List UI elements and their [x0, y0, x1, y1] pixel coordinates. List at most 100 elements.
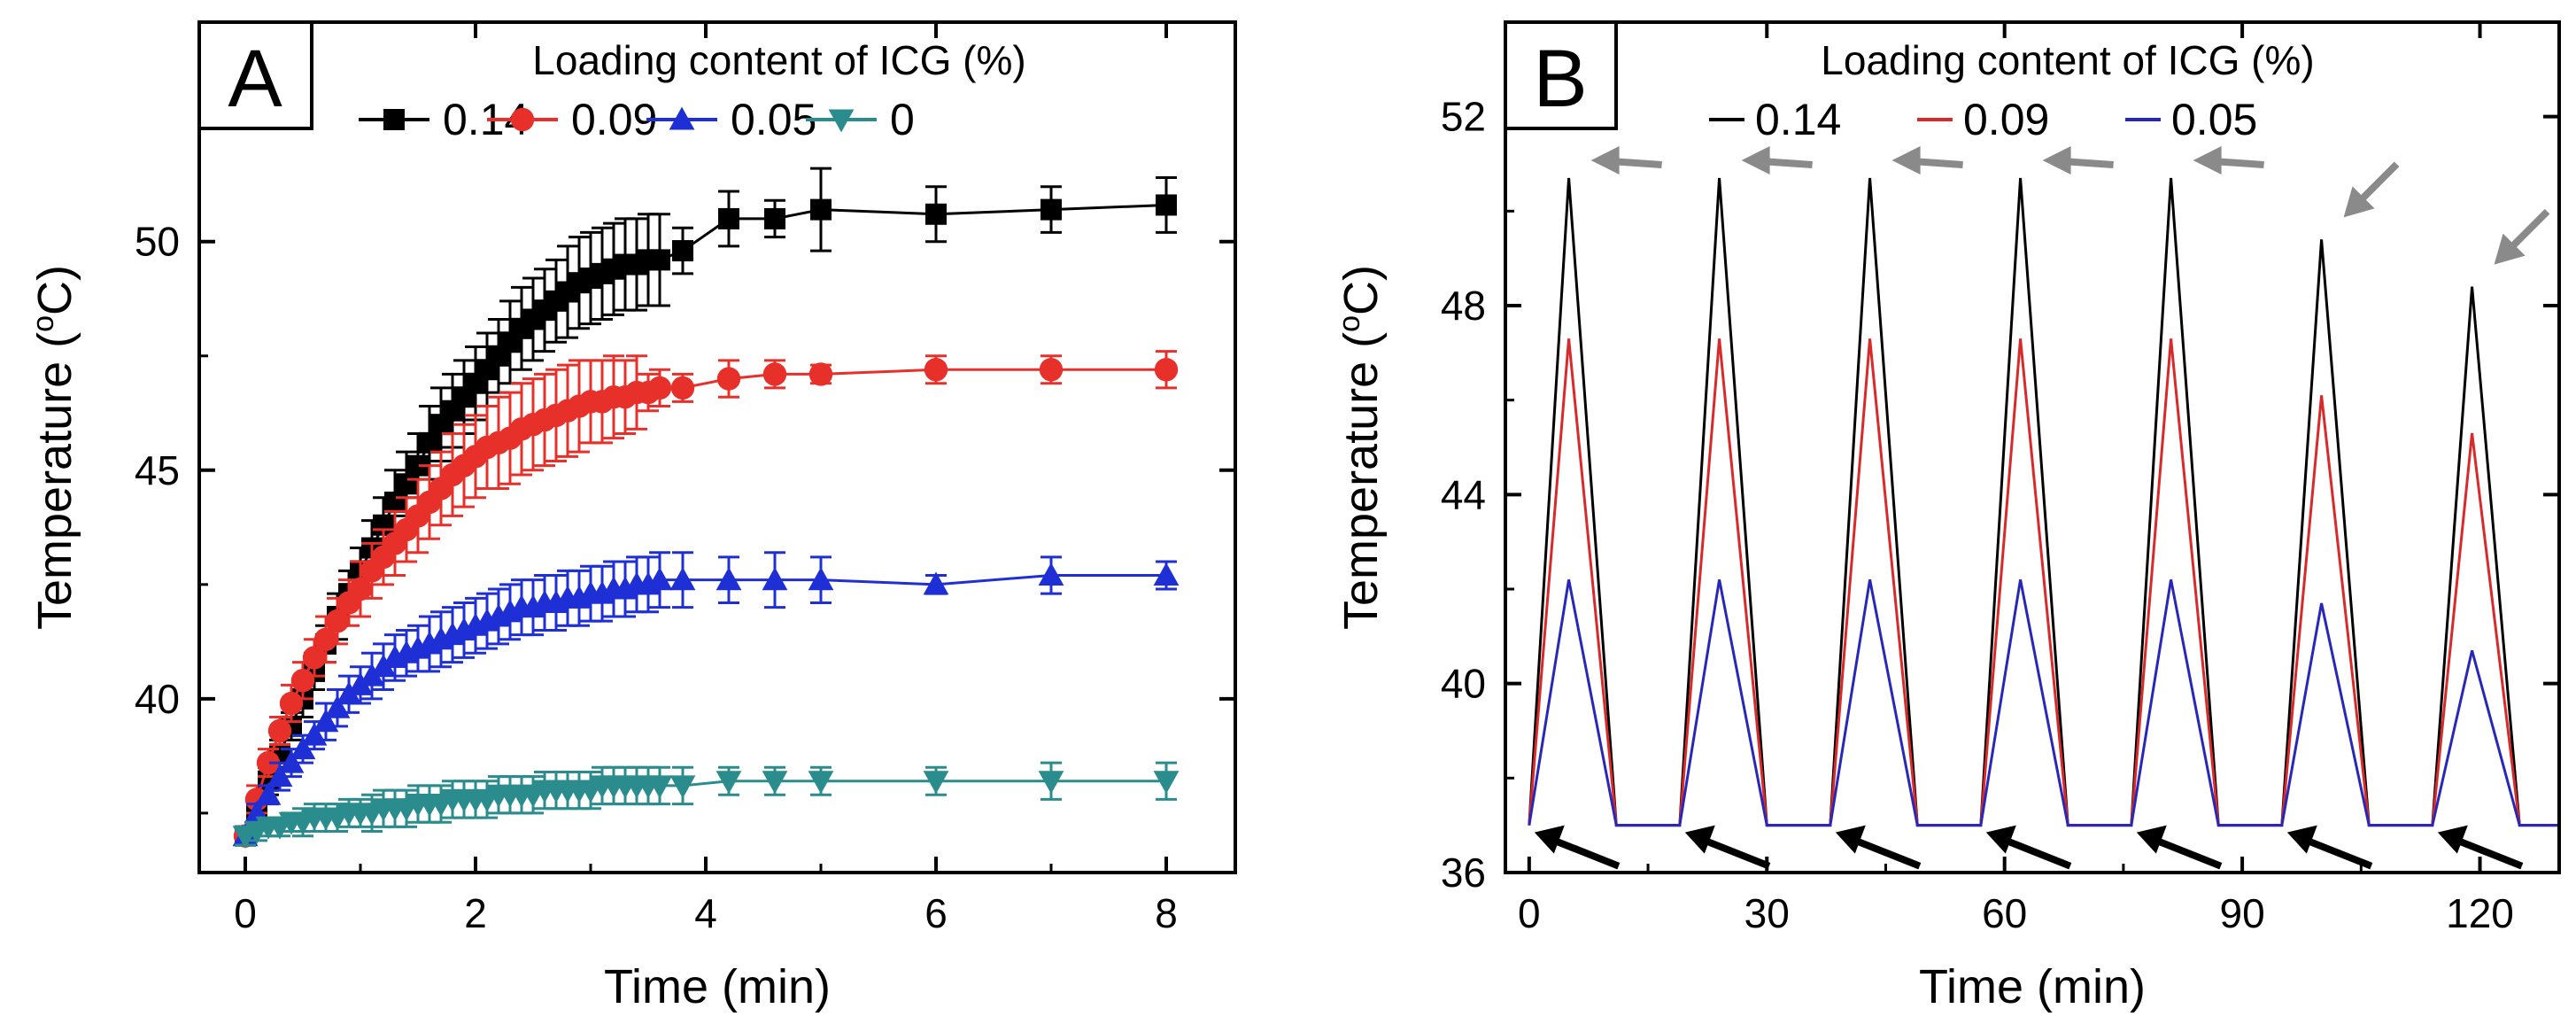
panel-b-plot-area — [1528, 146, 2559, 870]
panel-a-data-point — [301, 722, 328, 746]
panel-b-y-title-main: Temperature ( — [1334, 332, 1388, 630]
panel-b-x-tick-label: 60 — [1982, 890, 2027, 936]
panel-b-start-arrow-head — [2437, 825, 2468, 854]
panel-a-data-point — [1038, 563, 1064, 586]
panel-a-frame — [197, 20, 1237, 874]
panel-a-data-point — [762, 567, 788, 591]
panel-a-data-point — [810, 198, 832, 221]
panel-b-y-tick-label: 48 — [1441, 283, 1486, 329]
panel-a-data-point — [336, 681, 362, 705]
panel-b-peak-arrow-head — [2494, 233, 2526, 265]
panel-a-series-3 — [232, 761, 1180, 850]
panel-a-data-point — [716, 567, 742, 591]
panel-a-data-point — [923, 571, 949, 595]
panel-a-letter-box — [197, 20, 313, 130]
panel-a-y-axis-title: Temperature (oC) — [27, 265, 81, 630]
panel-a-data-point — [672, 240, 693, 262]
panel-b-peak-arrow-head — [2193, 146, 2222, 175]
panel-b-y-tick-label: 44 — [1441, 471, 1486, 517]
panel-b-start-arrow-head — [2136, 825, 2167, 854]
panel-a-data-point — [1038, 771, 1064, 795]
panel-b-y-tick-label: 36 — [1441, 850, 1486, 896]
panel-a-series-line — [244, 368, 1166, 837]
panel-a-data-point — [278, 749, 305, 773]
panel-b-peak-arrow-head — [2343, 186, 2375, 218]
panel-b-y-title-unit: C) — [1334, 265, 1388, 315]
panel-a-data-point — [267, 764, 293, 788]
panel-b-legend-label: 0.09 — [1963, 95, 2049, 144]
panel-b-start-arrow-head — [1985, 825, 2016, 854]
panel-a: 0 2 4 6 8 40 45 50 A Loading content of ICG (%)… — [27, 20, 1237, 1013]
panel-b-legend: 0.14 0.09 0.05 — [1709, 95, 2257, 144]
panel-a-series-2 — [232, 551, 1180, 847]
panel-a-data-point — [925, 203, 947, 225]
panel-b-x-tick-label: 30 — [1744, 890, 1790, 936]
panel-a-y-title-degree: o — [27, 315, 60, 332]
panel-b-x-axis-title: Time (min) — [1919, 960, 2146, 1013]
panel-a-x-tick-label: 8 — [1155, 890, 1178, 936]
panel-a-data-point — [384, 491, 406, 513]
panel-a-legend: 0.14 0.09 0.05 0 — [359, 95, 915, 144]
panel-b-x-tick-label: 0 — [1518, 890, 1541, 936]
panel-b-start-arrow-shaft — [1853, 836, 1922, 870]
panel-a-series-0 — [235, 167, 1177, 847]
panel-a-data-point — [649, 249, 670, 271]
panel-b-peak-arrow-head — [1741, 146, 1770, 175]
panel-a-data-point — [419, 431, 440, 454]
panel-b-start-arrow-shaft — [1703, 836, 1771, 870]
panel-a-data-point — [764, 207, 785, 229]
panel-b-x-tick-label: 90 — [2220, 890, 2265, 936]
panel-a-legend-marker — [669, 106, 695, 130]
panel-a-data-point — [1153, 563, 1180, 586]
panel-b-x-tick-label: 120 — [2446, 890, 2514, 936]
panel-a-data-point — [1154, 358, 1179, 382]
panel-a-data-point — [359, 663, 385, 687]
panel-a-data-point — [923, 771, 949, 795]
panel-b-start-arrow-shaft — [2305, 836, 2373, 870]
panel-a-y-tick-label: 40 — [135, 676, 180, 722]
panel-a-data-point — [808, 567, 834, 591]
panel-b-series-line-0.14 — [1528, 177, 2559, 827]
panel-b-letter: B — [1533, 34, 1587, 124]
panel-b-start-arrow-shaft — [2456, 836, 2524, 870]
panel-a-data-point — [1039, 358, 1064, 382]
panel-a-data-point — [255, 781, 282, 805]
panel-b-y-tick-label: 52 — [1441, 94, 1486, 140]
panel-a-y-tick-label: 50 — [135, 219, 180, 265]
panel-a-data-point — [348, 577, 373, 601]
panel-b-start-arrow-head — [1534, 825, 1565, 854]
panel-a-legend-label: 0.05 — [731, 95, 816, 144]
panel-a-data-point — [267, 718, 292, 743]
panel-b-legend-label: 0.14 — [1755, 95, 1841, 144]
panel-b-series-line-0.05 — [1528, 579, 2559, 827]
panel-a-data-point — [324, 694, 351, 718]
panel-a-data-point — [646, 775, 673, 799]
panel-a-legend-title: Loading content of ICG (%) — [532, 37, 1025, 83]
panel-b-peak-arrow-head — [1891, 146, 1921, 175]
panel-b-start-arrow-head — [2286, 825, 2317, 854]
panel-a-data-point — [347, 671, 374, 695]
panel-a-data-point — [762, 362, 787, 386]
panel-a-legend-marker — [828, 109, 855, 133]
panel-a-data-point — [302, 646, 327, 670]
panel-a-letter: A — [228, 34, 282, 124]
panel-a-legend-label: 0.09 — [571, 95, 657, 144]
panel-a-data-point — [808, 771, 834, 795]
panel-a-data-point — [256, 750, 281, 775]
panel-a-x-tick-label: 2 — [464, 890, 487, 936]
panel-b-legend-label: 0.05 — [2171, 95, 2257, 144]
panel-a-data-point — [370, 654, 397, 678]
panel-a-data-point — [325, 609, 350, 633]
panel-a-x-tick-label: 4 — [694, 890, 717, 936]
panel-b-start-arrow-head — [1684, 825, 1715, 854]
panel-a-y-tick-label: 45 — [135, 447, 180, 493]
panel-b-y-title-degree: o — [1333, 315, 1366, 332]
panel-a-data-point — [1040, 198, 1062, 221]
panel-b-letter-box — [1504, 20, 1618, 130]
panel-a-data-point — [396, 473, 417, 495]
panel-a-legend-label: 0 — [890, 95, 915, 144]
panel-a-x-tick-label: 6 — [924, 890, 948, 936]
panel-a-data-point — [647, 376, 672, 400]
panel-b: 0 30 60 90 120 36 40 44 48 52 B Loading content o… — [1333, 20, 2561, 1013]
